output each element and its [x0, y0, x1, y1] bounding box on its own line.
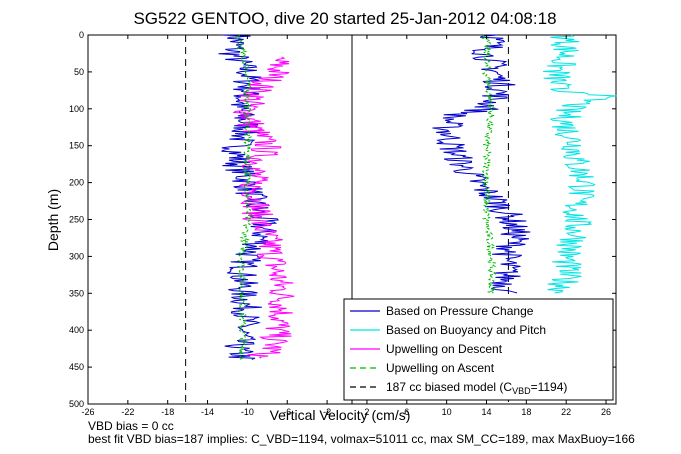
series-line-1 — [232, 56, 295, 359]
x-tick-label-13: 26 — [601, 407, 611, 417]
x-tick-label-9: 10 — [442, 407, 452, 417]
plot-area: -26 -22 -18 -14 -10 -6 -2 2 6 10 14 18 22 26050100150… — [69, 30, 617, 417]
series-line-3 — [432, 34, 531, 294]
x-tick-label-6: -2 — [323, 407, 331, 417]
footer-vbd-bias: VBD bias = 0 cc — [88, 419, 174, 433]
x-tick-label-1: -22 — [121, 407, 134, 417]
x-tick-label-2: -18 — [161, 407, 174, 417]
series-line-2 — [234, 34, 254, 360]
legend-label-4: 187 cc biased model (CVBD=1194) — [386, 380, 567, 396]
x-tick-label-12: 22 — [561, 407, 571, 417]
series-line-5 — [543, 34, 617, 294]
y-tick-label-5: 250 — [69, 215, 84, 225]
legend-label-3: Upwelling on Ascent — [386, 361, 495, 375]
y-tick-label-6: 300 — [69, 251, 84, 261]
legend-label-2: Upwelling on Descent — [386, 342, 503, 356]
legend-box — [343, 298, 614, 401]
series-line-0 — [218, 34, 279, 360]
x-tick-label-8: 6 — [404, 407, 409, 417]
x-tick-label-11: 18 — [521, 407, 531, 417]
y-tick-label-1: 50 — [74, 67, 84, 77]
y-tick-label-3: 150 — [69, 141, 84, 151]
y-tick-label-4: 200 — [69, 178, 84, 188]
chart-title: SG522 GENTOO, dive 20 started 25-Jan-201… — [133, 9, 556, 28]
y-tick-label-8: 400 — [69, 325, 84, 335]
x-tick-label-4: -10 — [241, 407, 254, 417]
legend-label-1: Based on Buoyancy and Pitch — [386, 323, 546, 337]
x-tick-label-7: 2 — [364, 407, 369, 417]
y-axis-label: Depth (m) — [45, 189, 61, 251]
series-line-4 — [481, 34, 497, 294]
y-tick-label-10: 500 — [69, 399, 84, 409]
x-axis-label: Vertical Velocity (cm/s) — [270, 407, 411, 423]
y-tick-label-9: 450 — [69, 362, 84, 372]
x-tick-label-0: -26 — [81, 407, 94, 417]
x-tick-label-10: 14 — [481, 407, 491, 417]
x-tick-label-5: -6 — [283, 407, 291, 417]
footer-best-fit: best fit VBD bias=187 implies: C_VBD=119… — [88, 432, 635, 446]
y-tick-label-0: 0 — [79, 30, 84, 40]
y-tick-label-2: 100 — [69, 104, 84, 114]
legend-label-0: Based on Pressure Change — [386, 304, 534, 318]
y-tick-label-7: 350 — [69, 288, 84, 298]
x-tick-label-3: -14 — [201, 407, 214, 417]
